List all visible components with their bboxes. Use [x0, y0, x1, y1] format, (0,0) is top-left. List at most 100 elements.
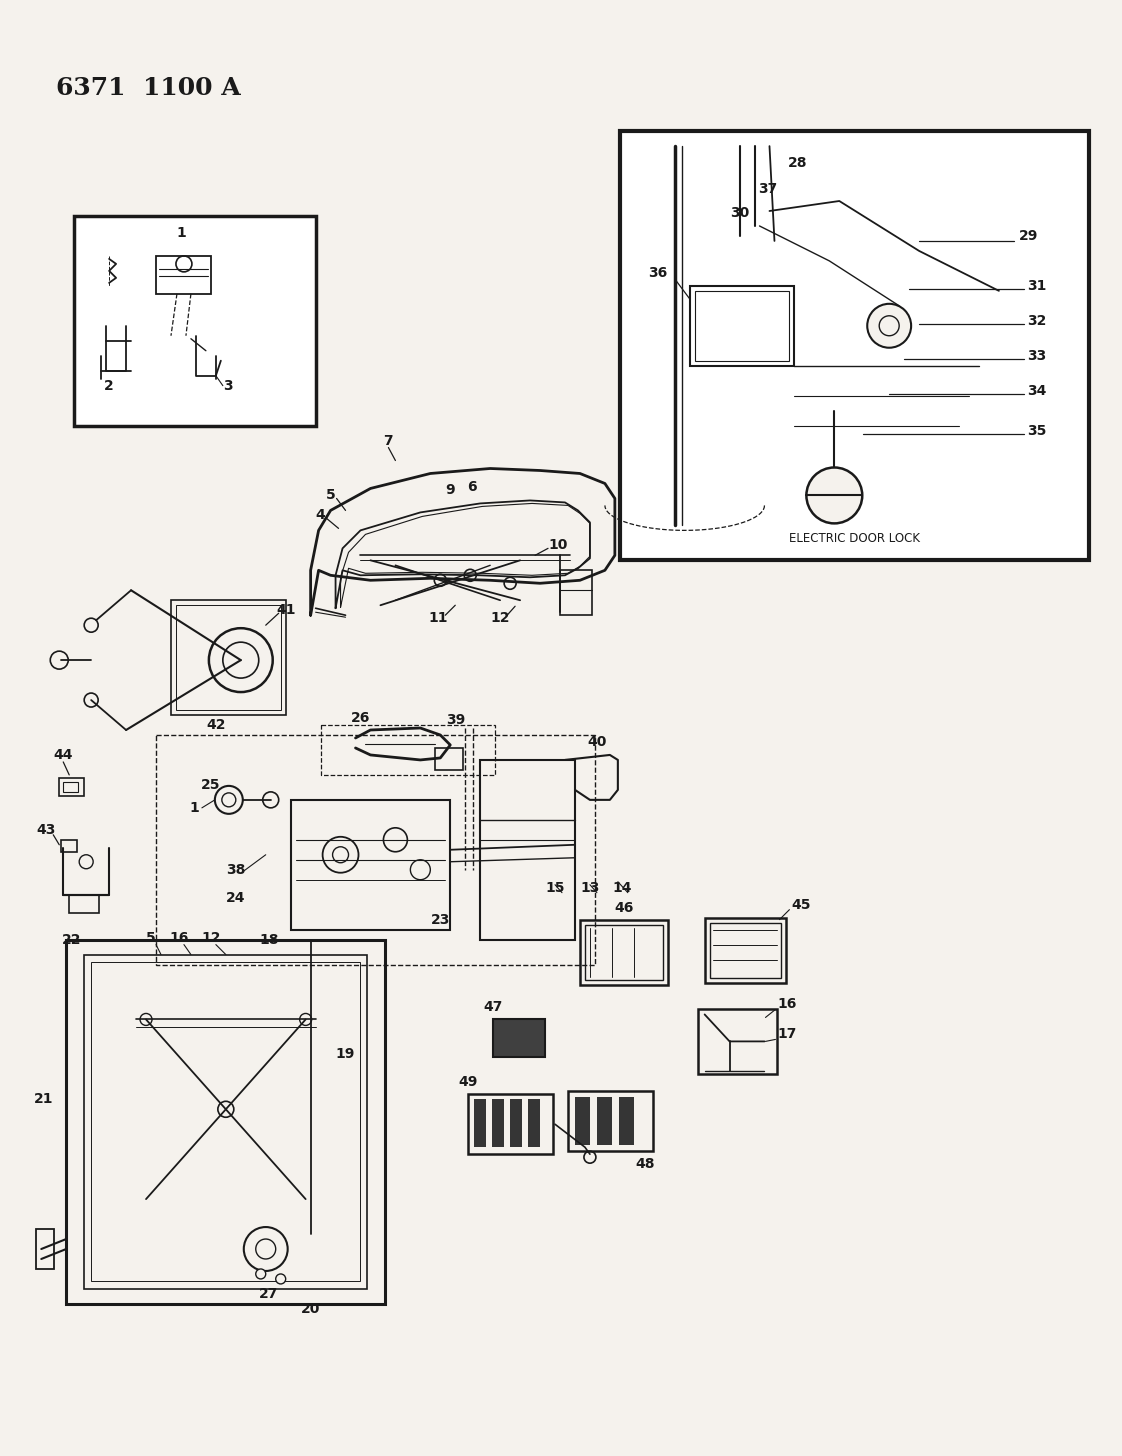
Text: 7: 7: [384, 434, 393, 447]
Bar: [171, 600, 286, 715]
Bar: [176, 606, 280, 711]
Bar: [493, 1099, 504, 1147]
Circle shape: [323, 837, 359, 872]
Text: 14: 14: [613, 881, 632, 894]
Bar: [321, 725, 495, 775]
Circle shape: [140, 1013, 151, 1025]
Bar: [705, 917, 787, 983]
Bar: [70, 894, 99, 913]
Bar: [36, 1229, 54, 1270]
Text: 47: 47: [484, 1000, 503, 1015]
Bar: [619, 131, 1088, 561]
Text: 6371  1100 A: 6371 1100 A: [56, 76, 241, 100]
Text: 4: 4: [315, 508, 325, 523]
Bar: [468, 1095, 553, 1155]
Bar: [597, 1098, 611, 1146]
Circle shape: [867, 304, 911, 348]
Bar: [690, 285, 794, 365]
Text: 25: 25: [201, 778, 221, 792]
Text: 48: 48: [635, 1158, 654, 1171]
Circle shape: [223, 642, 259, 678]
Circle shape: [209, 628, 273, 692]
Text: 17: 17: [778, 1028, 797, 1041]
Circle shape: [84, 693, 98, 708]
Bar: [74, 215, 315, 425]
Bar: [695, 291, 790, 361]
Text: 20: 20: [301, 1302, 320, 1316]
Circle shape: [434, 574, 447, 587]
Text: 27: 27: [259, 1287, 278, 1300]
Bar: [59, 778, 84, 796]
Bar: [619, 1098, 634, 1146]
Bar: [62, 840, 77, 852]
Circle shape: [84, 619, 98, 632]
Circle shape: [50, 651, 68, 670]
Circle shape: [807, 467, 862, 523]
Text: 39: 39: [445, 713, 465, 727]
Circle shape: [465, 569, 476, 581]
Circle shape: [300, 1013, 312, 1025]
Text: 43: 43: [37, 823, 56, 837]
Bar: [698, 1009, 778, 1075]
Text: 9: 9: [445, 483, 456, 498]
Text: 35: 35: [1027, 424, 1046, 438]
Bar: [580, 920, 668, 984]
Text: 5: 5: [146, 930, 156, 945]
Text: 1: 1: [176, 226, 186, 240]
Bar: [475, 1099, 486, 1147]
Text: 40: 40: [587, 735, 607, 748]
Bar: [511, 1099, 522, 1147]
Text: 26: 26: [351, 711, 370, 725]
Circle shape: [276, 1274, 286, 1284]
Text: 22: 22: [62, 933, 81, 946]
Text: 10: 10: [548, 539, 568, 552]
Circle shape: [256, 1239, 276, 1259]
Circle shape: [384, 828, 407, 852]
Circle shape: [214, 786, 242, 814]
Bar: [63, 782, 79, 792]
Text: 46: 46: [614, 901, 634, 914]
Text: 32: 32: [1027, 314, 1046, 328]
Text: 33: 33: [1027, 348, 1046, 363]
Circle shape: [256, 1270, 266, 1278]
Bar: [291, 799, 450, 929]
Text: 3: 3: [223, 379, 232, 393]
Text: 31: 31: [1027, 280, 1046, 293]
Bar: [585, 925, 663, 980]
Bar: [574, 1098, 590, 1146]
Text: 24: 24: [226, 891, 246, 904]
Bar: [156, 256, 211, 294]
Circle shape: [504, 577, 516, 590]
Text: 19: 19: [335, 1047, 356, 1061]
Text: 34: 34: [1027, 383, 1046, 397]
Bar: [709, 923, 781, 977]
Circle shape: [80, 855, 93, 869]
Circle shape: [583, 1152, 596, 1163]
Text: 16: 16: [778, 997, 797, 1012]
Text: 36: 36: [649, 266, 668, 280]
Bar: [91, 961, 360, 1281]
Bar: [528, 1099, 540, 1147]
Bar: [66, 939, 386, 1305]
Text: 16: 16: [169, 930, 188, 945]
Text: 11: 11: [429, 612, 448, 625]
Circle shape: [218, 1101, 233, 1117]
Bar: [560, 571, 592, 616]
Text: 23: 23: [431, 913, 450, 926]
Text: 30: 30: [730, 205, 749, 220]
Text: 45: 45: [791, 898, 811, 911]
Bar: [494, 1019, 545, 1057]
Text: 38: 38: [227, 863, 246, 877]
Text: 12: 12: [201, 930, 221, 945]
Text: 44: 44: [54, 748, 73, 761]
Circle shape: [243, 1227, 287, 1271]
Text: 21: 21: [34, 1092, 53, 1107]
Text: 41: 41: [276, 603, 295, 617]
Text: 49: 49: [459, 1076, 478, 1089]
Circle shape: [263, 792, 278, 808]
Text: 28: 28: [788, 156, 807, 170]
Text: 29: 29: [1019, 229, 1038, 243]
Circle shape: [222, 794, 236, 807]
Circle shape: [411, 859, 431, 879]
Circle shape: [880, 316, 899, 336]
